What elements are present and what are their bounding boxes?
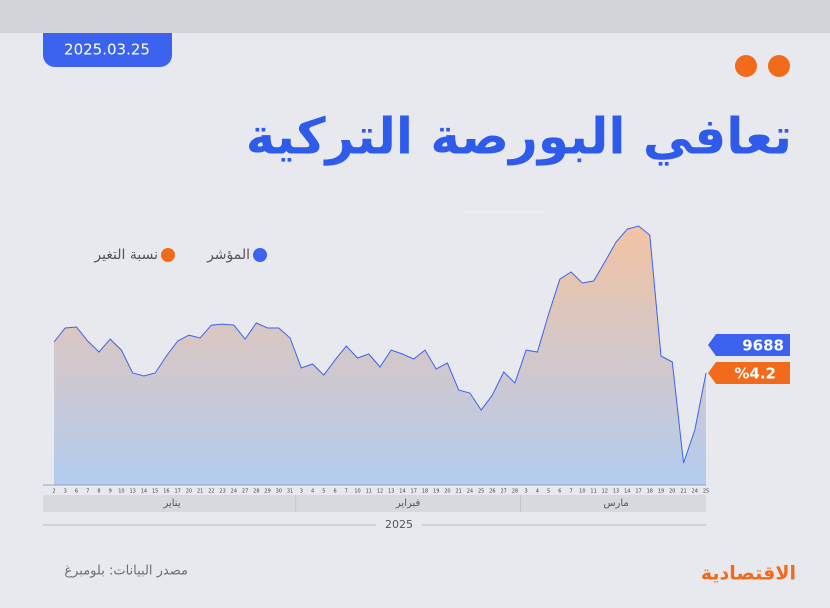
- x-tick-label: 15: [152, 489, 158, 495]
- x-tick-label: 13: [130, 489, 136, 495]
- x-tick-label: 26: [489, 489, 495, 495]
- x-tick-label: 31: [287, 489, 293, 495]
- legend-swatch: [253, 248, 267, 262]
- x-tick-label: 14: [399, 489, 405, 495]
- x-tick-label: 21: [680, 489, 686, 495]
- x-tick-label: 17: [635, 489, 641, 495]
- x-tick-label: 30: [276, 489, 282, 495]
- x-tick-label: 17: [411, 489, 417, 495]
- x-tick-label: 28: [253, 489, 259, 495]
- x-tick-label: 13: [388, 489, 394, 495]
- x-tick-label: 21: [197, 489, 203, 495]
- x-tick-label: 7: [86, 489, 89, 495]
- source: مصدر البيانات: بلومبرغ: [64, 564, 188, 579]
- line: [53, 225, 707, 464]
- x-tick-label: 11: [590, 489, 596, 495]
- x-tick-label: 7: [570, 489, 573, 495]
- x-tick-label: 18: [422, 489, 428, 495]
- area: [54, 226, 706, 485]
- x-tick-label: 6: [333, 489, 336, 495]
- x-tick-label: 24: [467, 489, 473, 495]
- x-tick-label: 16: [163, 489, 169, 495]
- legend-label: نسبة التغير: [93, 247, 158, 263]
- legend-label: المؤشر: [206, 247, 250, 263]
- brand-logo: الاقتصادية: [701, 563, 796, 585]
- decor-dot: [768, 55, 790, 77]
- x-tick-label: 5: [547, 489, 550, 495]
- x-tick-label: 11: [366, 489, 372, 495]
- value-label: 9688: [742, 337, 784, 355]
- x-tick-label: 6: [558, 489, 561, 495]
- month-label: مارس: [603, 498, 628, 509]
- chart-title: تعافي البورصة التركية: [246, 108, 792, 167]
- legend-swatch: [161, 248, 175, 262]
- month-label: يناير: [162, 498, 180, 509]
- value-badge: [708, 334, 790, 356]
- year-bg: [376, 517, 422, 533]
- x-tick-label: 14: [141, 489, 147, 495]
- x-tick-label: 24: [231, 489, 237, 495]
- x-tick-label: 23: [219, 489, 225, 495]
- x-tick-label: 3: [525, 489, 528, 495]
- x-tick-label: 29: [264, 489, 270, 495]
- date-pill: [43, 33, 172, 67]
- x-tick-label: 8: [97, 489, 100, 495]
- x-tick-label: 10: [579, 489, 585, 495]
- x-tick-label: 20: [669, 489, 675, 495]
- x-tick-label: 12: [377, 489, 383, 495]
- x-tick-label: 21: [456, 489, 462, 495]
- x-tick-label: 20: [444, 489, 450, 495]
- x-tick-label: 18: [647, 489, 653, 495]
- x-tick-label: 19: [658, 489, 664, 495]
- x-tick-label: 25: [478, 489, 484, 495]
- x-tick-label: 17: [174, 489, 180, 495]
- x-tick-label: 24: [692, 489, 698, 495]
- x-tick-label: 14: [624, 489, 630, 495]
- x-tick-label: 6: [75, 489, 78, 495]
- x-tick-label: 7: [345, 489, 348, 495]
- year-label: 2025: [385, 518, 413, 531]
- month-band: [43, 495, 706, 512]
- x-tick-label: 5: [322, 489, 325, 495]
- x-tick-label: 10: [118, 489, 124, 495]
- x-tick-label: 10: [354, 489, 360, 495]
- x-tick-label: 4: [536, 489, 539, 495]
- x-tick-label: 2: [52, 489, 55, 495]
- x-tick-label: 3: [300, 489, 303, 495]
- change-badge: [708, 362, 790, 384]
- x-tick-label: 3: [64, 489, 67, 495]
- x-tick-label: 4: [311, 489, 314, 495]
- x-tick-label: 13: [613, 489, 619, 495]
- decor-dot: [735, 55, 757, 77]
- date: 2025.03.25: [64, 41, 150, 59]
- x-tick-label: 12: [602, 489, 608, 495]
- x-tick-label: 19: [433, 489, 439, 495]
- month-label: فبراير: [395, 498, 421, 509]
- top-bar: [0, 0, 830, 33]
- x-tick-label: 25: [703, 489, 709, 495]
- x-tick-label: 22: [208, 489, 214, 495]
- change-label: %4.2: [734, 365, 776, 383]
- x-tick-label: 9: [109, 489, 112, 495]
- x-tick-label: 20: [186, 489, 192, 495]
- x-tick-label: 27: [242, 489, 248, 495]
- x-tick-label: 27: [500, 489, 506, 495]
- x-tick-label: 28: [512, 489, 518, 495]
